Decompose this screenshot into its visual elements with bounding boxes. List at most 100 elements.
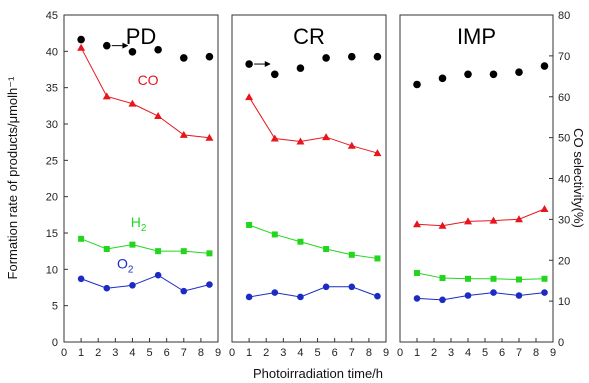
chart-marks: PD CR IMP CO H2 O2 [77,24,549,304]
h2-point [516,276,522,283]
co-point [102,92,111,100]
selectivity-point [154,45,162,54]
panel-title-CR: CR [293,24,325,49]
co-point [515,215,523,223]
x-tick-label: 3 [448,347,454,359]
co-point [128,99,137,107]
o2-point [154,271,162,279]
panel-frames [63,14,554,343]
y-right-tick-label: 0 [558,337,564,349]
y-right-tick-label: 60 [558,92,570,104]
co-point [322,133,331,141]
y-left-tick-label: 45 [46,10,58,22]
co-point [270,134,279,142]
x-tick-label: 3 [112,347,118,359]
selectivity-point [128,47,137,56]
x-tick-label: 8 [533,347,539,359]
panel-frame-IMP [399,14,554,343]
x-tick-label: 0 [397,347,403,359]
o2-point [206,281,213,288]
x-tick-label: 5 [314,347,320,359]
co-point [77,43,86,51]
selectivity-point [179,54,188,62]
arrow-head [264,61,271,68]
x-tick-label: 6 [332,347,338,359]
y-right-tick-label: 50 [558,133,570,145]
co-point [245,93,254,101]
y-right-tick-label: 10 [558,296,570,308]
x-axis-title: Photoirradiation time/h [253,366,383,381]
h2-point [271,231,278,238]
x-tick-label: 2 [263,347,269,359]
x-tick-label: 1 [414,347,420,359]
co-point [464,217,472,225]
selectivity-point [245,60,253,68]
x-tick-label: 5 [146,347,152,359]
panel-frame-CR [231,14,387,343]
x-tick-label: 2 [431,347,437,359]
x-tick-label: 0 [229,347,235,359]
co-point [205,133,214,141]
y-left-tick-label: 35 [46,83,58,95]
selectivity-point [296,64,305,72]
co-point [489,216,498,224]
o2-point [297,293,304,301]
x-tick-label: 8 [198,347,204,359]
selectivity-point [373,52,382,61]
o2-point [439,296,446,304]
co-point [179,130,188,138]
h2-point [103,245,110,252]
y-left-tick-label: 10 [46,264,58,276]
y-left-tick-label: 30 [46,119,58,131]
h2-point [78,235,85,242]
o2-point [541,289,548,296]
y-axis-right-title: CO selectivity(%) [571,128,586,228]
selectivity-point [347,52,356,61]
selectivity-point [270,70,279,79]
h2-point [129,241,136,248]
x-tick-label: 3 [280,347,286,359]
o2-point [180,287,188,295]
h2-line-PD [80,238,210,254]
co-point [413,220,421,228]
panel-title-IMP: IMP [457,24,496,49]
o2-point [77,275,85,283]
x-tick-label: 1 [246,347,252,359]
h2-point [541,275,548,282]
selectivity-point [489,70,498,79]
co-point [296,137,305,145]
x-tick-label: 2 [95,347,101,359]
h2-series-label: H2 [131,214,147,234]
h2-point [180,248,187,255]
o2-point [413,295,421,302]
o2-point [322,283,330,291]
o2-line-CR [249,286,378,298]
co-point [540,205,549,213]
x-tick-label: 9 [383,347,389,359]
h2-point [490,275,497,282]
y-right-tick-label: 40 [558,174,570,186]
x-tick-label: 4 [465,347,471,359]
y-left-tick-label: 20 [46,192,58,204]
selectivity-point [540,62,549,70]
y-left-tick-label: 40 [46,46,58,58]
x-tick-label: 9 [550,347,556,359]
selectivity-point [205,52,214,61]
y-right-tick-label: 20 [558,255,570,267]
h2-point [155,248,162,255]
y-left-tick-label: 15 [46,228,58,240]
h2-point [374,255,381,262]
h2-point [246,222,253,229]
o2-point [515,292,523,299]
co-series-label: CO [138,72,159,88]
selectivity-point [102,41,111,50]
h2-point [465,275,471,282]
co-point [373,149,382,157]
selectivity-point [464,70,472,79]
arrow-head [122,42,129,49]
o2-line-PD [80,274,210,292]
y-left-tick-label: 25 [46,155,58,167]
o2-line-IMP [416,292,545,301]
